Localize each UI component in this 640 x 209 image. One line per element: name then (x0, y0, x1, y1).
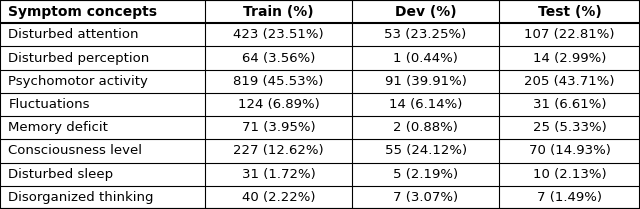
Text: Disturbed perception: Disturbed perception (8, 52, 150, 65)
Text: 423 (23.51%): 423 (23.51%) (233, 28, 324, 41)
Text: Test (%): Test (%) (538, 5, 602, 19)
Text: 14 (2.99%): 14 (2.99%) (533, 52, 606, 65)
Text: 7 (3.07%): 7 (3.07%) (393, 191, 458, 204)
Text: 819 (45.53%): 819 (45.53%) (233, 75, 324, 88)
Text: Memory deficit: Memory deficit (8, 121, 108, 134)
Text: 10 (2.13%): 10 (2.13%) (532, 168, 607, 181)
Text: 31 (1.72%): 31 (1.72%) (241, 168, 316, 181)
Text: 107 (22.81%): 107 (22.81%) (524, 28, 615, 41)
Text: 205 (43.71%): 205 (43.71%) (524, 75, 615, 88)
Text: 40 (2.22%): 40 (2.22%) (242, 191, 315, 204)
Text: 2 (0.88%): 2 (0.88%) (393, 121, 458, 134)
Text: 55 (24.12%): 55 (24.12%) (385, 144, 467, 157)
Text: Psychomotor activity: Psychomotor activity (8, 75, 148, 88)
Text: 7 (1.49%): 7 (1.49%) (537, 191, 602, 204)
Text: 53 (23.25%): 53 (23.25%) (385, 28, 467, 41)
Text: 31 (6.61%): 31 (6.61%) (533, 98, 606, 111)
Text: Symptom concepts: Symptom concepts (8, 5, 157, 19)
Text: Disturbed attention: Disturbed attention (8, 28, 139, 41)
Text: 70 (14.93%): 70 (14.93%) (529, 144, 611, 157)
Text: Train (%): Train (%) (243, 5, 314, 19)
Text: Disorganized thinking: Disorganized thinking (8, 191, 154, 204)
Text: 124 (6.89%): 124 (6.89%) (237, 98, 319, 111)
Text: 227 (12.62%): 227 (12.62%) (233, 144, 324, 157)
Text: 71 (3.95%): 71 (3.95%) (241, 121, 316, 134)
Text: Consciousness level: Consciousness level (8, 144, 142, 157)
Text: 25 (5.33%): 25 (5.33%) (532, 121, 607, 134)
Text: 91 (39.91%): 91 (39.91%) (385, 75, 467, 88)
Text: 64 (3.56%): 64 (3.56%) (242, 52, 315, 65)
Text: Fluctuations: Fluctuations (8, 98, 90, 111)
Text: 1 (0.44%): 1 (0.44%) (393, 52, 458, 65)
Text: Disturbed sleep: Disturbed sleep (8, 168, 113, 181)
Text: 5 (2.19%): 5 (2.19%) (393, 168, 458, 181)
Text: 14 (6.14%): 14 (6.14%) (389, 98, 462, 111)
Text: Dev (%): Dev (%) (395, 5, 456, 19)
